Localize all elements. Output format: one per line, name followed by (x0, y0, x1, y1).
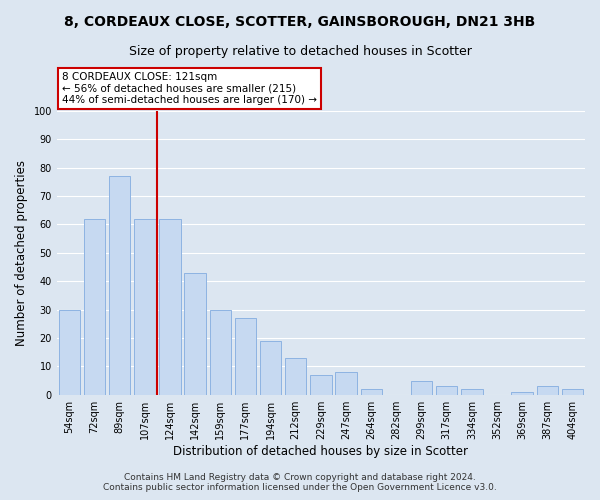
Bar (436, 386, 457, 394)
Text: Size of property relative to detached houses in Scotter: Size of property relative to detached ho… (128, 45, 472, 58)
Bar (511, 392, 533, 394)
Bar (184, 272, 206, 394)
Bar (310, 375, 332, 394)
Bar (562, 389, 583, 394)
Bar (335, 372, 357, 394)
X-axis label: Distribution of detached houses by size in Scotter: Distribution of detached houses by size … (173, 444, 469, 458)
Bar (285, 358, 307, 395)
Bar (235, 318, 256, 394)
Text: 8, CORDEAUX CLOSE, SCOTTER, GAINSBOROUGH, DN21 3HB: 8, CORDEAUX CLOSE, SCOTTER, GAINSBOROUGH… (64, 15, 536, 29)
Bar (59, 310, 80, 394)
Bar (536, 386, 558, 394)
Bar (109, 176, 130, 394)
Bar (209, 310, 231, 394)
Bar (361, 389, 382, 394)
Bar (260, 341, 281, 394)
Text: Contains HM Land Registry data © Crown copyright and database right 2024.
Contai: Contains HM Land Registry data © Crown c… (103, 473, 497, 492)
Y-axis label: Number of detached properties: Number of detached properties (15, 160, 28, 346)
Text: 8 CORDEAUX CLOSE: 121sqm
← 56% of detached houses are smaller (215)
44% of semi-: 8 CORDEAUX CLOSE: 121sqm ← 56% of detach… (62, 72, 317, 105)
Bar (159, 218, 181, 394)
Bar (411, 380, 432, 394)
Bar (461, 389, 482, 394)
Bar (134, 218, 155, 394)
Bar (84, 218, 105, 394)
